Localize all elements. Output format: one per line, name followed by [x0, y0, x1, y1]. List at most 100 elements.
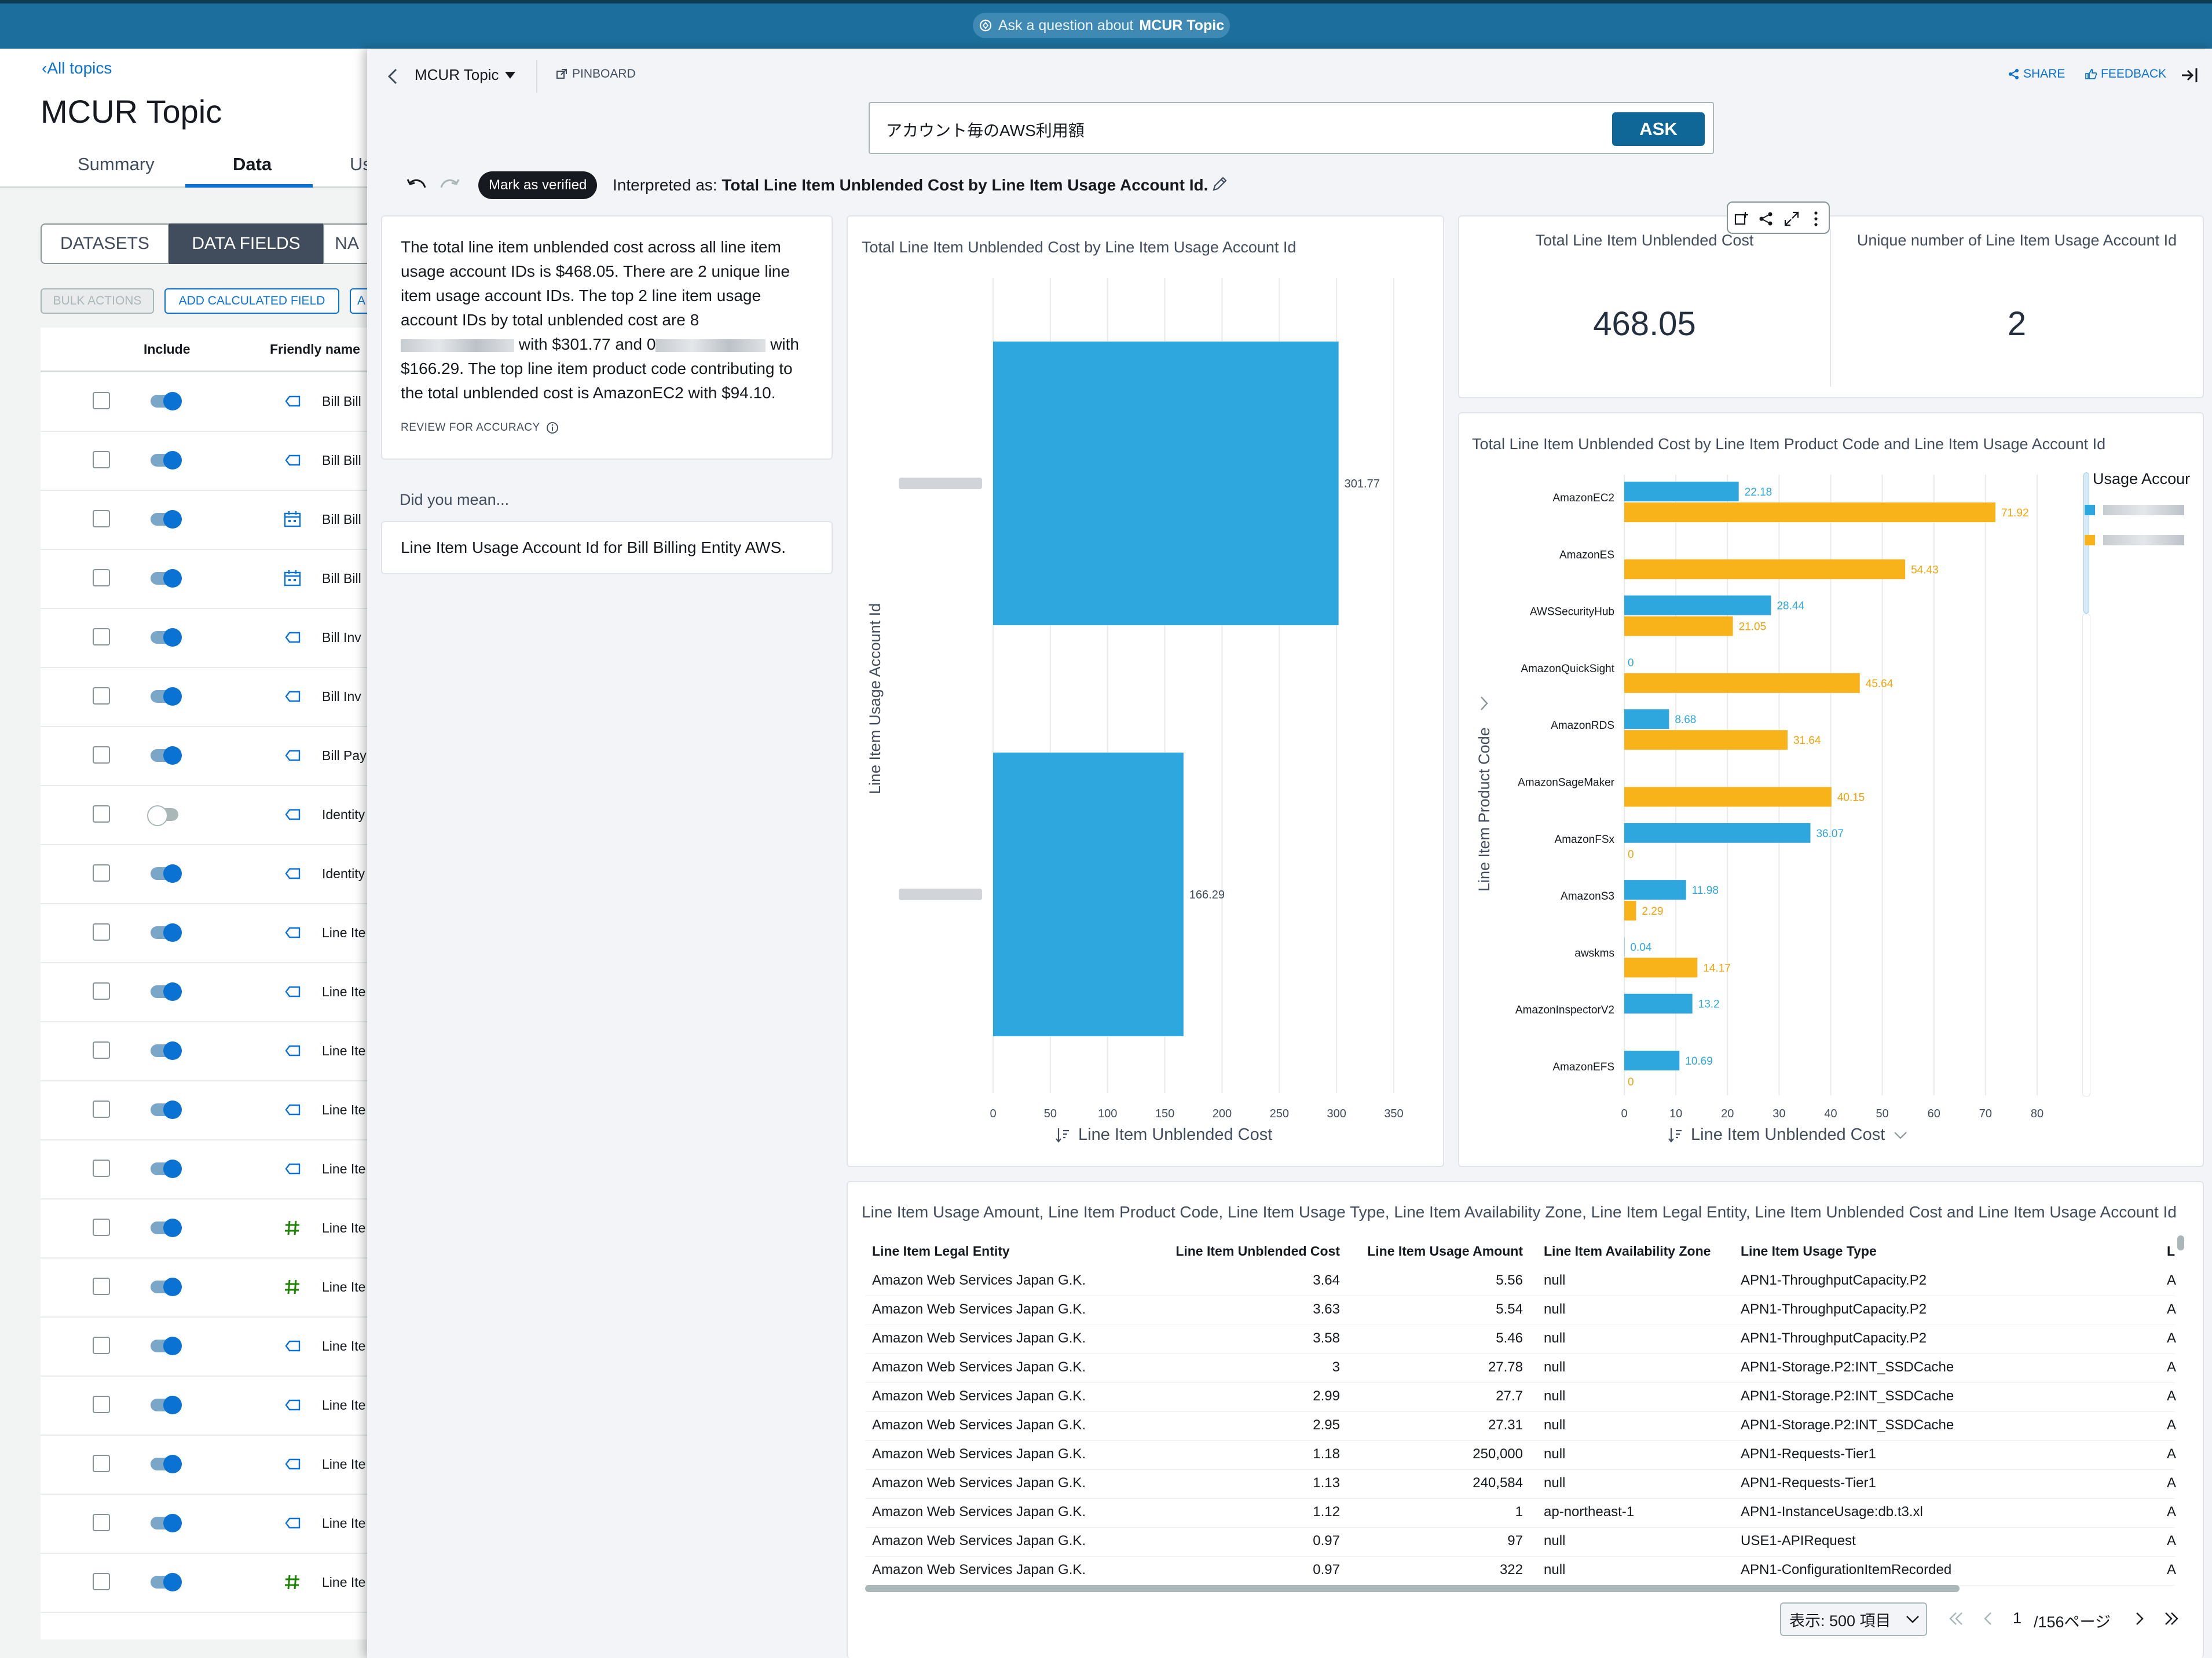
row-checkbox[interactable]	[93, 1278, 110, 1295]
table-cell: Amazon Web Services Japan G.K.	[872, 1562, 1086, 1578]
include-toggle[interactable]	[151, 1219, 182, 1237]
x-axis-label-wrap[interactable]: Line Item Unblended Cost	[1668, 1125, 1908, 1145]
current-page[interactable]: 1	[2013, 1609, 2022, 1627]
segment-data-fields[interactable]: DATA FIELDS	[169, 223, 323, 264]
data-label: 0	[1628, 849, 1634, 861]
row-checkbox[interactable]	[93, 1219, 110, 1236]
row-checkbox[interactable]	[93, 982, 110, 1000]
row-checkbox[interactable]	[93, 1160, 110, 1177]
segment-named-entities[interactable]: NA	[323, 223, 371, 264]
question-input[interactable]: アカウント毎のAWS利用額	[886, 122, 1085, 140]
row-checkbox[interactable]	[93, 805, 110, 823]
redo-icon[interactable]	[438, 175, 461, 196]
visual-toolbar	[1727, 201, 1830, 234]
include-toggle[interactable]	[151, 1455, 182, 1473]
feedback-button[interactable]: FEEDBACK	[2085, 67, 2166, 81]
include-toggle[interactable]	[151, 864, 182, 883]
undo-icon[interactable]	[405, 175, 429, 196]
include-toggle[interactable]	[151, 923, 182, 942]
column-header[interactable]: Line Item Availability Zone	[1544, 1244, 1711, 1259]
include-toggle[interactable]	[151, 1573, 182, 1591]
row-checkbox[interactable]	[93, 1573, 110, 1590]
row-checkbox[interactable]	[93, 864, 110, 882]
more-options-icon[interactable]	[1809, 210, 1823, 228]
include-toggle[interactable]	[151, 1514, 182, 1532]
caret-down-icon[interactable]	[504, 71, 517, 80]
ask-question-pill[interactable]: Ask a question about MCUR Topic	[973, 13, 1230, 38]
include-toggle[interactable]	[151, 1160, 182, 1178]
suggestion-card[interactable]	[381, 521, 833, 574]
include-toggle[interactable]	[151, 1041, 182, 1060]
row-checkbox[interactable]	[93, 1101, 110, 1118]
column-header[interactable]: L	[2167, 1244, 2176, 1259]
table-row	[865, 1382, 2175, 1383]
row-checkbox[interactable]	[93, 1337, 110, 1354]
chevron-right-icon[interactable]	[1475, 694, 1493, 713]
row-checkbox[interactable]	[93, 1455, 110, 1472]
table-cell: null	[1544, 1446, 1566, 1462]
include-toggle[interactable]	[147, 805, 178, 826]
share-visual-icon[interactable]	[1758, 211, 1774, 227]
row-checkbox[interactable]	[93, 923, 110, 941]
include-toggle[interactable]	[151, 1337, 182, 1355]
suggestion-text[interactable]: Line Item Usage Account Id for Bill Bill…	[401, 538, 786, 556]
expand-icon[interactable]	[1783, 211, 1800, 227]
add-to-pinboard-icon[interactable]	[1734, 211, 1750, 227]
row-checkbox[interactable]	[93, 687, 110, 705]
add-calculated-field-button[interactable]: ADD CALCULATED FIELD	[164, 288, 339, 314]
vertical-scrollbar[interactable]	[2177, 1235, 2184, 1250]
mark-as-verified-button[interactable]: Mark as verified	[478, 171, 598, 199]
page-size-select[interactable]: 表示: 500 項目	[1780, 1602, 1927, 1636]
row-checkbox[interactable]	[93, 392, 110, 409]
include-toggle[interactable]	[151, 451, 182, 469]
column-header[interactable]: Line Item Usage Type	[1741, 1244, 1877, 1259]
include-toggle[interactable]	[151, 392, 182, 410]
legend-scroll-track[interactable]	[2082, 614, 2090, 1096]
row-checkbox[interactable]	[93, 451, 110, 468]
row-checkbox[interactable]	[93, 1514, 110, 1531]
bulk-actions-button[interactable]: BULK ACTIONS	[41, 288, 154, 314]
edit-pencil-icon[interactable]	[1210, 175, 1229, 193]
segment-datasets[interactable]: DATASETS	[41, 223, 169, 264]
x-axis-label-wrap[interactable]: Line Item Unblended Cost	[1055, 1125, 1272, 1145]
include-toggle[interactable]	[151, 569, 182, 588]
summary-card	[381, 215, 833, 460]
next-page-icon[interactable]	[2130, 1608, 2148, 1629]
row-checkbox[interactable]	[93, 746, 110, 764]
include-toggle[interactable]	[151, 1101, 182, 1119]
back-chevron-icon[interactable]	[384, 65, 402, 88]
include-toggle[interactable]	[151, 982, 182, 1001]
last-page-icon[interactable]	[2162, 1608, 2181, 1629]
column-header[interactable]: Line Item Unblended Cost	[1175, 1244, 1340, 1259]
table-cell: APN1-InstanceUsage:db.t3.xl	[1741, 1504, 1923, 1520]
share-button[interactable]: SHARE	[2008, 67, 2065, 81]
pinboard-button[interactable]: PINBOARD	[556, 67, 636, 81]
tab-summary[interactable]: Summary	[78, 154, 155, 174]
include-toggle[interactable]	[151, 687, 182, 706]
tab-data[interactable]: Data	[233, 154, 272, 174]
row-checkbox[interactable]	[93, 1396, 110, 1413]
previous-page-icon[interactable]	[1979, 1608, 1998, 1629]
field-row: Line Ite	[41, 1495, 371, 1554]
first-page-icon[interactable]	[1947, 1608, 1965, 1629]
include-toggle[interactable]	[151, 628, 182, 647]
include-toggle[interactable]	[151, 1396, 182, 1414]
topic-selector[interactable]: MCUR Topic	[415, 66, 499, 83]
include-toggle[interactable]	[151, 1278, 182, 1296]
row-checkbox[interactable]	[93, 569, 110, 586]
horizontal-scrollbar[interactable]	[865, 1585, 1960, 1592]
row-checkbox[interactable]	[93, 1041, 110, 1059]
include-toggle[interactable]	[151, 510, 182, 529]
review-for-accuracy[interactable]: REVIEW FOR ACCURACY	[401, 421, 559, 434]
include-toggle[interactable]	[151, 746, 182, 765]
legend-swatch-orange	[2085, 535, 2095, 545]
column-header[interactable]: Line Item Usage Amount	[1367, 1244, 1523, 1259]
row-checkbox[interactable]	[93, 628, 110, 645]
legend-label-redacted	[2103, 535, 2184, 545]
collapse-panel-icon[interactable]	[2180, 65, 2199, 86]
column-header[interactable]: Line Item Legal Entity	[872, 1244, 1010, 1259]
ask-button[interactable]: ASK	[1612, 112, 1705, 146]
all-topics-link[interactable]: ‹All topics	[42, 59, 112, 77]
table-cell: A	[2167, 1504, 2177, 1520]
row-checkbox[interactable]	[93, 510, 110, 527]
